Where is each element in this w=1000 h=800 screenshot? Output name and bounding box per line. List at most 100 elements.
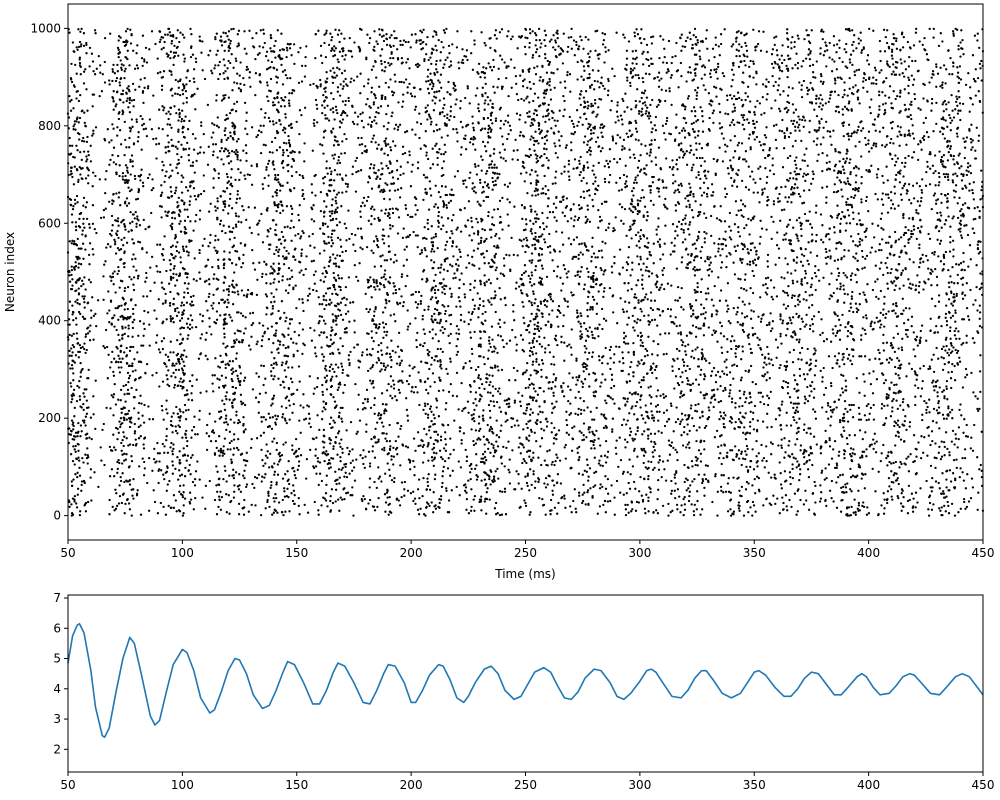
spike-dot bbox=[790, 193, 793, 196]
spike-dot bbox=[528, 341, 531, 345]
spike-dot bbox=[496, 365, 499, 368]
spike-dot bbox=[482, 300, 485, 303]
spike-dot bbox=[283, 69, 287, 72]
spike-dot bbox=[810, 283, 813, 286]
spike-dot bbox=[968, 244, 972, 247]
spike-dot bbox=[117, 224, 120, 227]
spike-dot bbox=[110, 214, 114, 218]
spike-dot bbox=[112, 127, 115, 130]
spike-dot bbox=[578, 97, 581, 100]
spike-dot bbox=[607, 79, 610, 83]
spike-dot bbox=[257, 411, 260, 414]
spike-dot bbox=[482, 419, 485, 422]
spike-dot bbox=[365, 348, 369, 351]
spike-dot bbox=[179, 377, 182, 380]
spike-dot bbox=[917, 441, 920, 444]
spike-dot bbox=[875, 82, 878, 86]
spike-dot bbox=[479, 337, 482, 340]
spike-dot bbox=[674, 180, 677, 183]
spike-dot bbox=[540, 427, 543, 431]
spike-dot bbox=[926, 405, 929, 409]
spike-dot bbox=[508, 482, 512, 485]
spike-dot bbox=[386, 496, 389, 499]
spike-dot bbox=[544, 114, 548, 118]
spike-dot bbox=[305, 255, 308, 258]
spike-dot bbox=[979, 250, 982, 254]
spike-dot bbox=[403, 151, 407, 155]
spike-dot bbox=[219, 490, 222, 493]
spike-dot bbox=[684, 344, 687, 348]
spike-dot bbox=[455, 46, 459, 49]
spike-dot bbox=[609, 499, 612, 503]
spike-dot bbox=[878, 71, 881, 74]
spike-dot bbox=[390, 339, 393, 342]
spike-dot bbox=[233, 236, 236, 240]
spike-dot bbox=[302, 342, 305, 345]
spike-dot bbox=[279, 383, 282, 387]
spike-dot bbox=[408, 67, 411, 70]
spike-dot bbox=[979, 67, 982, 70]
spike-dot bbox=[905, 428, 908, 432]
spike-dot bbox=[702, 191, 706, 194]
spike-dot bbox=[764, 283, 767, 286]
spike-dot bbox=[266, 162, 270, 165]
spike-dot bbox=[680, 434, 683, 437]
spike-dot bbox=[827, 417, 830, 420]
spike-dot bbox=[199, 277, 202, 280]
spike-dot bbox=[680, 390, 683, 393]
spike-dot bbox=[638, 362, 641, 365]
spike-dot bbox=[701, 508, 704, 511]
spike-dot bbox=[465, 455, 469, 458]
spike-dot bbox=[856, 129, 859, 132]
spike-dot bbox=[137, 219, 140, 222]
spike-dot bbox=[409, 185, 413, 188]
spike-dot bbox=[329, 442, 332, 445]
spike-dot bbox=[175, 314, 179, 318]
spike-dot bbox=[674, 482, 677, 485]
spike-dot bbox=[780, 276, 783, 279]
spike-dot bbox=[678, 495, 681, 498]
spike-dot bbox=[953, 487, 956, 490]
spike-dot bbox=[665, 157, 668, 160]
spike-dot bbox=[540, 247, 544, 251]
spike-dot bbox=[353, 41, 356, 44]
spike-dot bbox=[803, 119, 807, 122]
spike-dot bbox=[128, 111, 132, 114]
spike-dot bbox=[541, 187, 544, 190]
spike-dot bbox=[493, 404, 496, 408]
spike-dot bbox=[679, 396, 682, 399]
spike-dot bbox=[156, 452, 160, 455]
spike-dot bbox=[714, 43, 718, 47]
spike-dot bbox=[783, 134, 787, 138]
spike-dot bbox=[805, 323, 808, 326]
spike-dot bbox=[434, 235, 438, 238]
spike-dot bbox=[274, 423, 278, 426]
spike-dot bbox=[686, 382, 689, 386]
spike-dot bbox=[141, 117, 144, 121]
spike-dot bbox=[875, 173, 879, 176]
spike-dot bbox=[601, 464, 604, 468]
spike-dot bbox=[391, 211, 395, 215]
spike-dot bbox=[238, 178, 241, 182]
spike-dot bbox=[541, 411, 544, 414]
spike-dot bbox=[530, 382, 533, 385]
spike-dot bbox=[580, 75, 583, 78]
spike-dot bbox=[961, 456, 964, 460]
spike-dot bbox=[863, 328, 866, 332]
spike-dot bbox=[335, 202, 338, 205]
spike-dot bbox=[932, 370, 936, 374]
spike-dot bbox=[183, 57, 186, 60]
spike-dot bbox=[256, 133, 260, 137]
spike-dot bbox=[890, 73, 893, 76]
spike-dot bbox=[335, 323, 338, 326]
spike-dot bbox=[663, 242, 666, 245]
spike-dot bbox=[536, 154, 539, 158]
spike-dot bbox=[113, 314, 116, 317]
spike-dot bbox=[277, 501, 281, 504]
spike-dot bbox=[614, 142, 618, 145]
spike-dot bbox=[955, 458, 958, 461]
spike-dot bbox=[950, 440, 953, 443]
spike-dot bbox=[678, 296, 681, 299]
spike-dot bbox=[427, 308, 430, 311]
spike-dot bbox=[791, 35, 794, 39]
